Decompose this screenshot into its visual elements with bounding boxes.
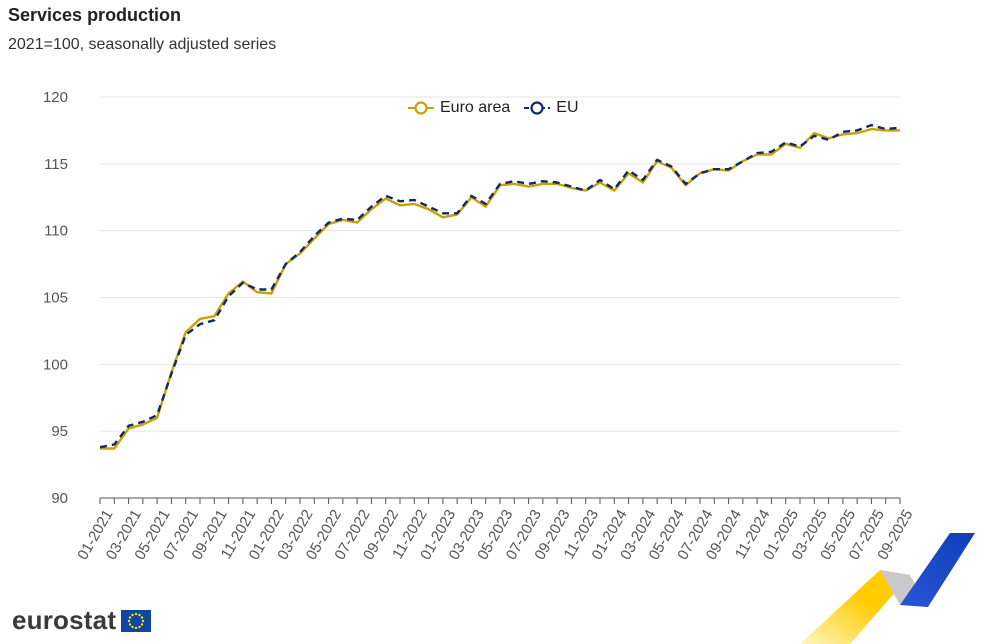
decorative-graphic-icon (800, 533, 975, 644)
legend-label-euro-area: Euro area (440, 99, 511, 116)
y-tick-label: 105 (43, 290, 68, 307)
chart-subtitle: 2021=100, seasonally adjusted series (8, 36, 277, 53)
series-line-eu[interactable] (99, 123, 901, 449)
eu-flag-icon (121, 609, 152, 632)
y-tick-label: 95 (51, 423, 68, 440)
legend: Euro area EU (408, 99, 593, 117)
eurostat-logo: eurostat (12, 605, 152, 636)
legend-item-eu[interactable]: EU (524, 99, 579, 117)
legend-item-euro-area[interactable]: Euro area (408, 99, 510, 117)
y-axis: 90 95 100 105 110 115 120 (43, 89, 68, 507)
y-tick-label: 100 (43, 356, 68, 373)
y-tick-label: 110 (44, 223, 68, 240)
y-tick-label: 120 (43, 89, 68, 106)
gridlines (100, 96, 900, 432)
chart-title: Services production (8, 5, 182, 25)
legend-label-eu: EU (556, 99, 579, 116)
eurostat-wordmark: eurostat (12, 605, 117, 635)
legend-marker-euro-area-icon (408, 101, 434, 115)
y-tick-label: 90 (51, 490, 68, 507)
series-lines (99, 123, 901, 450)
y-tick-label: 115 (44, 156, 68, 173)
legend-marker-eu-icon (524, 101, 551, 115)
series-line-euro-area[interactable] (100, 127, 900, 450)
